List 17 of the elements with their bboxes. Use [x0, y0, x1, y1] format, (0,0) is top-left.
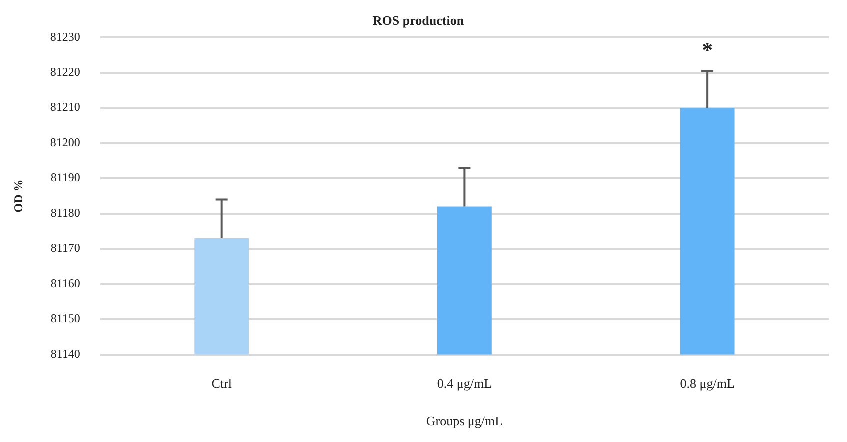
y-tick-label: 81220 [50, 65, 80, 79]
x-tick-label: 0.8 μg/mL [680, 376, 735, 392]
y-tick-label: 81210 [50, 100, 80, 114]
x-tick-label: 0.4 μg/mL [437, 376, 492, 392]
annotation: * [702, 37, 714, 62]
y-tick-label: 81230 [50, 30, 80, 44]
chart-title: ROS production [372, 13, 465, 28]
y-tick-label: 81200 [50, 135, 80, 150]
x-tick-label: Ctrl [212, 376, 232, 392]
y-tick-label: 81140 [50, 346, 80, 361]
y-tick-label: 81190 [50, 170, 80, 185]
y-tick-label: 81170 [50, 241, 80, 256]
y-tick-label: 81160 [50, 276, 80, 290]
y-tick-label: 81150 [50, 312, 80, 326]
y-axis-title: OD % [11, 180, 26, 213]
x-axis-title: Groups μg/mL [426, 414, 504, 429]
y-tick-label: 81180 [50, 206, 80, 220]
